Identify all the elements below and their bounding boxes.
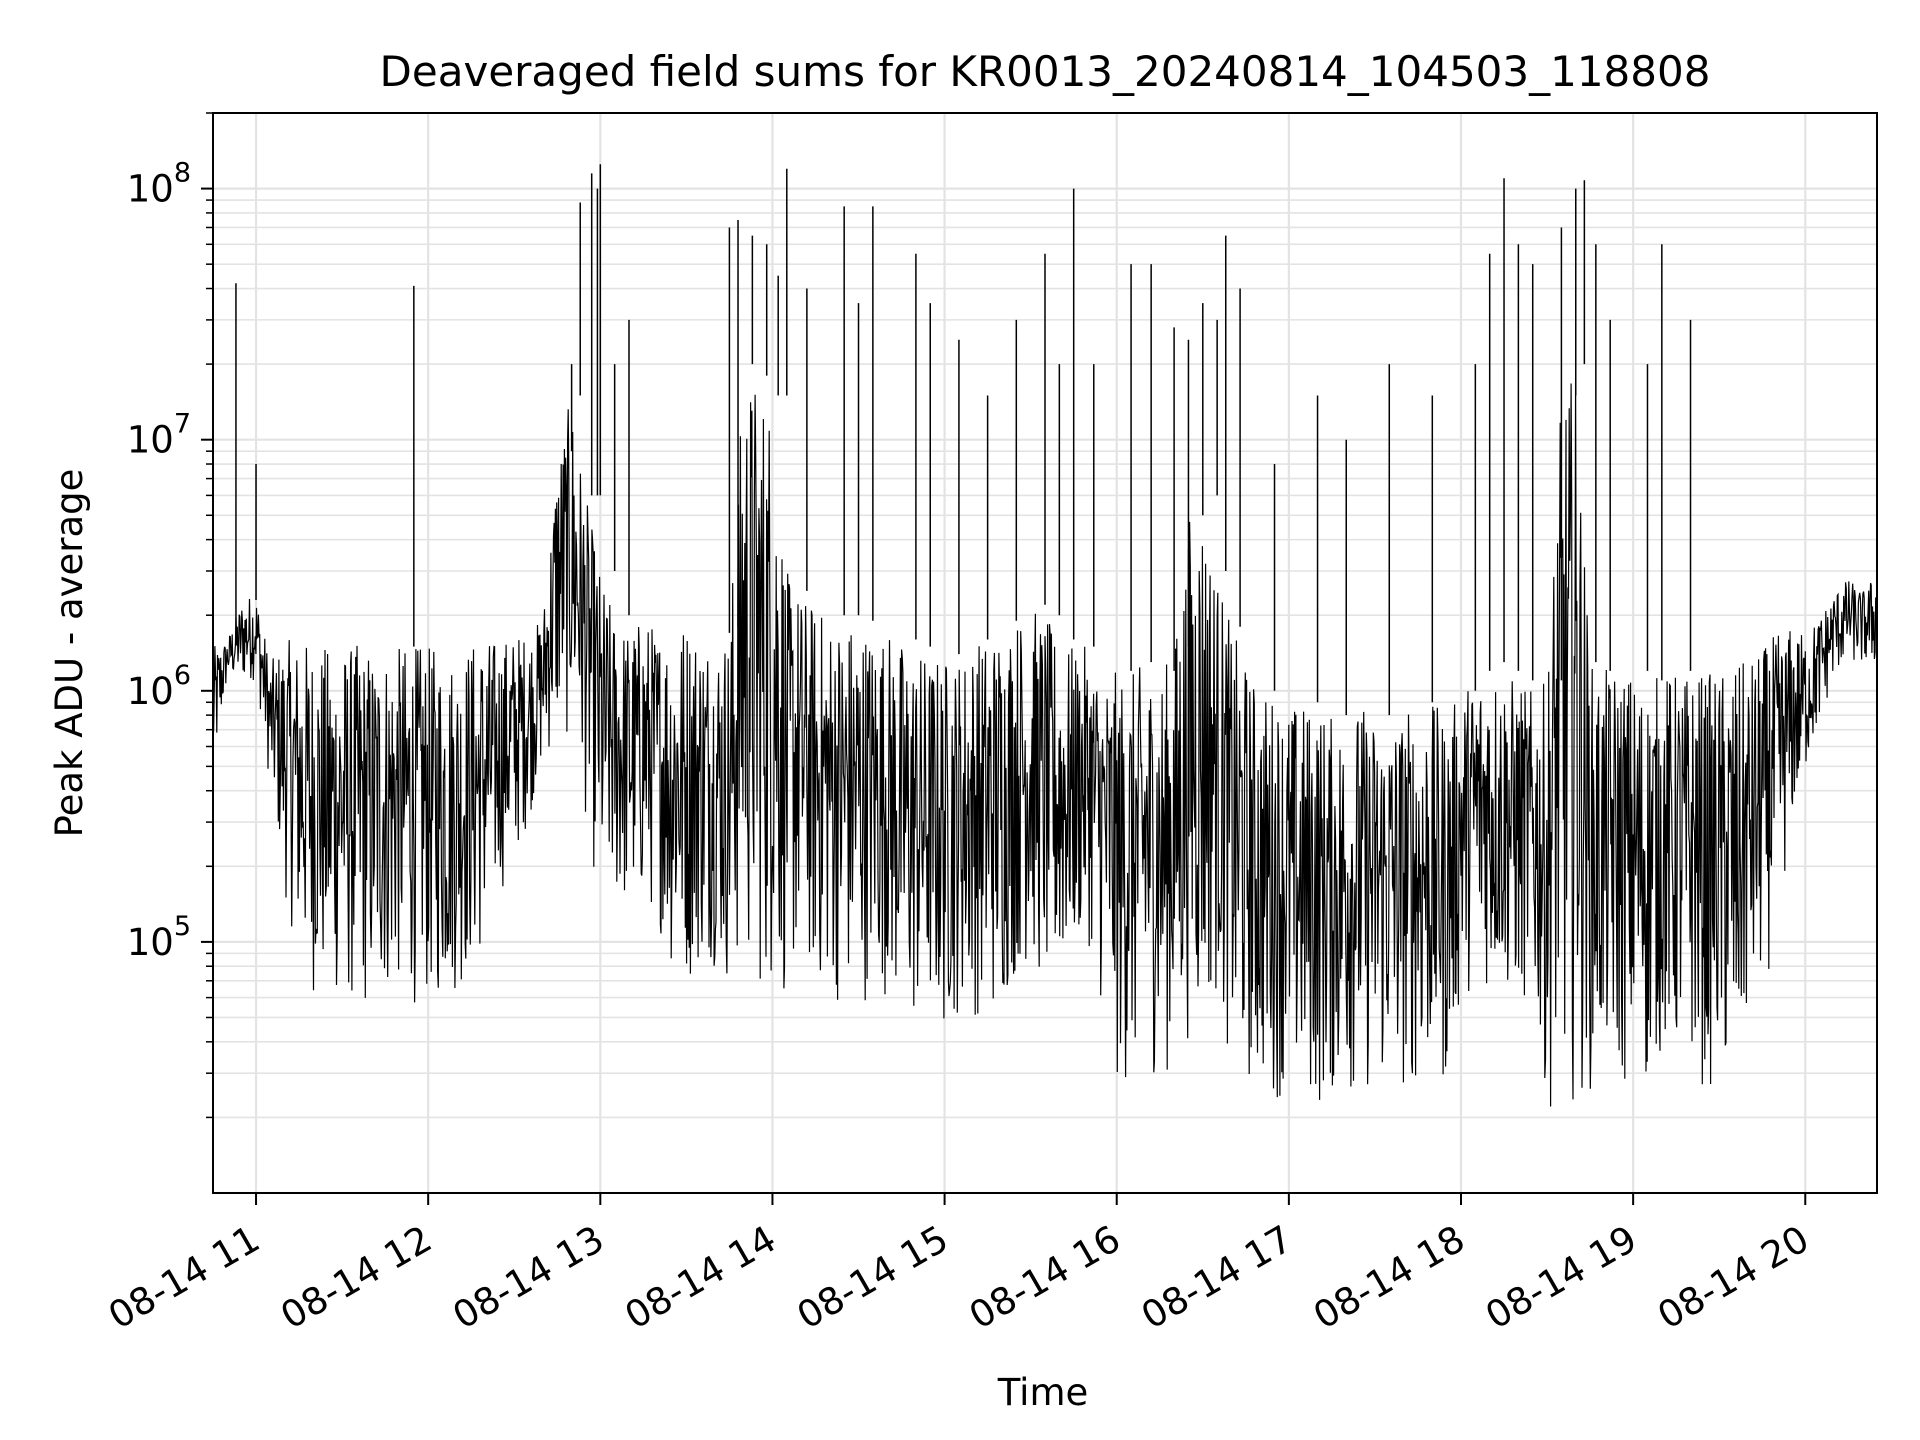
x-axis-label: Time bbox=[997, 1371, 1089, 1414]
y-axis-label: Peak ADU - average bbox=[48, 469, 91, 838]
series-layer bbox=[212, 164, 1878, 1107]
y-tick-label: 105 bbox=[127, 911, 191, 964]
y-tick-label: 108 bbox=[127, 158, 191, 211]
series-line bbox=[212, 377, 1878, 1107]
chart-title: Deaveraged field sums for KR0013_2024081… bbox=[380, 47, 1711, 96]
y-tick-label: 106 bbox=[127, 660, 191, 713]
y-tick-label: 107 bbox=[127, 409, 191, 462]
plot-frame bbox=[212, 112, 1878, 1194]
y-axis: 105 106 107 108 bbox=[127, 112, 213, 1119]
